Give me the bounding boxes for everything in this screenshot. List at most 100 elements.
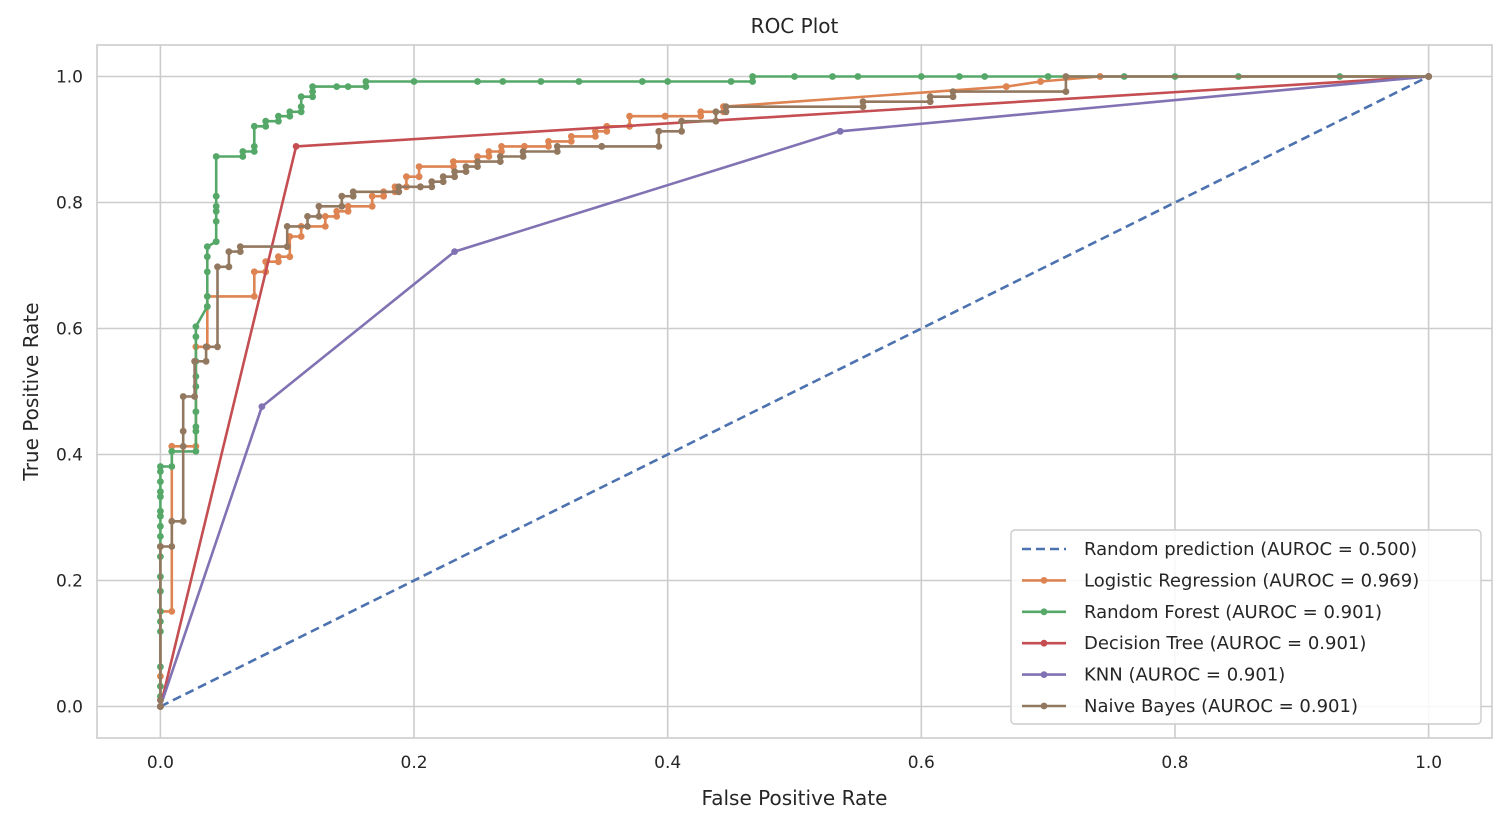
data-point (283, 243, 291, 251)
data-point (553, 143, 561, 150)
data-point (212, 192, 220, 200)
data-point (309, 93, 316, 101)
data-point (262, 117, 270, 125)
data-point (344, 83, 352, 90)
data-point (297, 108, 305, 116)
data-point (917, 73, 925, 80)
series-5 (157, 73, 1432, 710)
data-point (368, 202, 376, 210)
tick-labels: 0.0 0.2 0.4 0.6 0.8 1.0 0.0 0.2 0.4 0.6 0.8 1.0 (56, 68, 1442, 774)
data-point (275, 253, 282, 261)
data-point (214, 263, 221, 271)
data-point (415, 163, 423, 171)
data-point (157, 478, 164, 485)
data-point (749, 78, 756, 85)
data-point (202, 343, 210, 351)
data-point (338, 192, 346, 200)
data-point (545, 143, 552, 150)
data-point (1062, 88, 1070, 95)
data-point (157, 512, 164, 520)
data-point (203, 293, 211, 300)
chart-title: ROC Plot (751, 14, 839, 38)
data-point (417, 183, 424, 191)
data-point (854, 73, 862, 80)
data-point (250, 143, 258, 150)
data-point (168, 543, 176, 550)
data-point (275, 112, 282, 120)
data-point (428, 183, 436, 191)
data-point (1044, 73, 1052, 80)
legend-label: Logistic Regression (AUROC = 0.969) (1084, 570, 1419, 591)
data-point (275, 258, 282, 266)
data-point (575, 78, 583, 85)
data-point (1062, 73, 1070, 80)
data-point (537, 78, 545, 85)
legend-item: Random Forest (AUROC = 0.901) (1022, 602, 1382, 623)
y-tick-label: 0.4 (56, 446, 83, 466)
data-point (836, 127, 844, 135)
legend-label: Random prediction (AUROC = 0.500) (1084, 539, 1417, 560)
data-point (474, 78, 481, 85)
data-point (203, 243, 211, 251)
data-point (598, 143, 606, 150)
data-point (157, 543, 164, 550)
data-point (321, 213, 329, 220)
x-tick-label: 1.0 (1415, 753, 1442, 773)
data-point (333, 213, 341, 220)
data-point (192, 323, 200, 330)
y-tick-label: 0.0 (56, 698, 83, 718)
data-point (258, 403, 266, 410)
data-point (250, 268, 258, 276)
data-point (712, 117, 720, 125)
data-point (236, 248, 244, 256)
legend-marker (1040, 639, 1048, 647)
data-point (450, 158, 457, 166)
legend-label: Naive Bayes (AUROC = 0.901) (1084, 696, 1358, 717)
data-point (603, 127, 611, 135)
data-point (203, 268, 211, 276)
data-point (168, 463, 176, 470)
data-point (722, 108, 730, 116)
data-point (333, 83, 341, 90)
data-point (225, 248, 233, 256)
data-point (498, 143, 505, 150)
legend-marker (1040, 608, 1048, 616)
data-point (321, 223, 329, 230)
data-point (203, 253, 211, 261)
data-point (859, 98, 867, 106)
data-point (304, 213, 311, 220)
data-point (926, 98, 934, 106)
data-point (192, 408, 200, 416)
data-point (403, 173, 410, 181)
data-point (157, 522, 164, 530)
data-point (179, 442, 187, 450)
data-point (225, 263, 233, 271)
y-tick-label: 0.6 (56, 320, 83, 340)
data-point (157, 493, 164, 501)
legend-label: Random Forest (AUROC = 0.901) (1084, 602, 1382, 623)
data-point (496, 158, 504, 166)
data-point (451, 173, 458, 181)
data-point (168, 448, 176, 455)
data-point (474, 153, 481, 160)
legend-marker (1040, 702, 1048, 710)
data-point (202, 357, 210, 365)
x-tick-label: 0.0 (147, 753, 174, 773)
data-point (191, 393, 199, 400)
data-point (926, 93, 934, 101)
data-point (592, 127, 599, 135)
data-point (1002, 83, 1010, 90)
data-point (368, 192, 376, 200)
data-point (462, 163, 470, 171)
data-point (275, 117, 282, 125)
y-axis-title: True Positive Rate (19, 302, 43, 481)
data-point (496, 153, 504, 160)
legend-marker (1040, 671, 1048, 678)
series-2 (157, 73, 1432, 710)
data-point (157, 468, 164, 475)
y-tick-label: 1.0 (56, 68, 83, 88)
data-point (344, 207, 352, 215)
data-point (428, 178, 436, 186)
data-point (712, 108, 720, 116)
data-point (485, 153, 493, 160)
